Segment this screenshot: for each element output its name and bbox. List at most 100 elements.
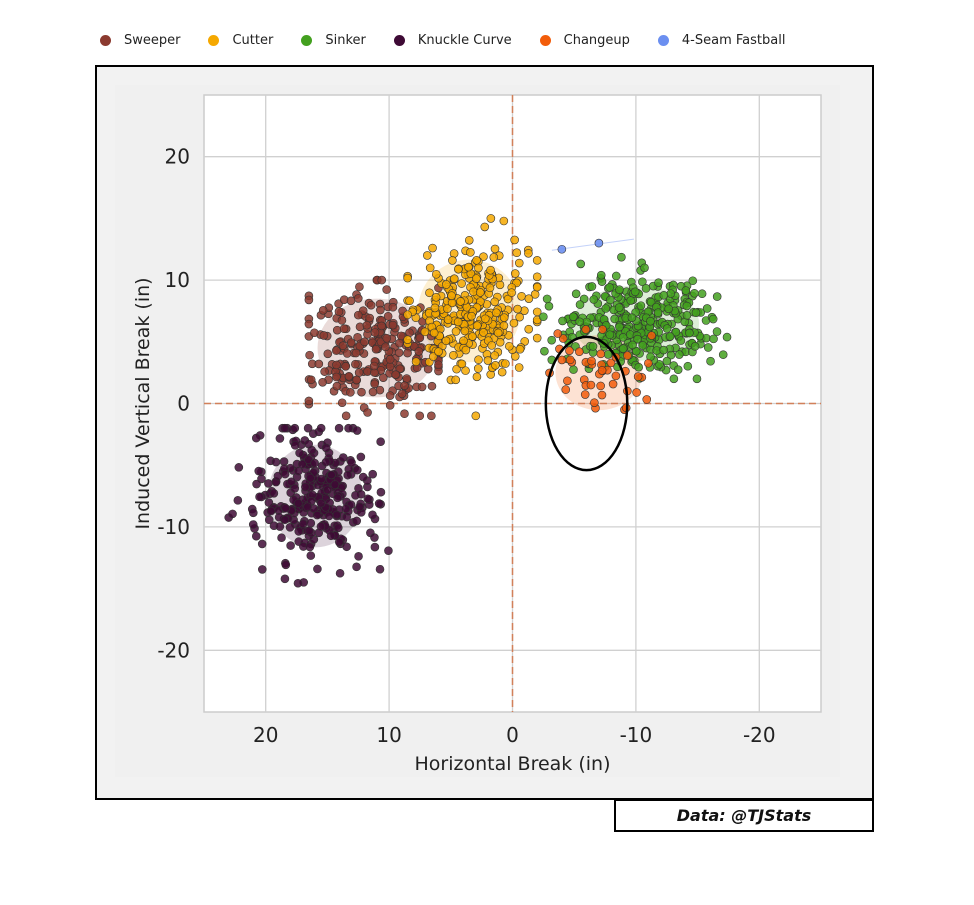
point-sinker <box>691 308 701 318</box>
point-knuckle-curve <box>228 509 237 519</box>
point-sweeper <box>353 294 363 303</box>
point-cutter <box>464 262 473 272</box>
point-changeup <box>611 371 621 381</box>
point-cutter <box>486 265 495 275</box>
point-knuckle-curve <box>310 458 319 468</box>
point-sinker <box>683 361 693 371</box>
point-sinker <box>718 350 728 359</box>
chart-frame: 20 10 0 -10 -20 -20 -10 0 10 20 Horizontal Break… <box>95 65 874 800</box>
point-knuckle-curve <box>370 542 380 552</box>
point-sweeper <box>304 319 314 329</box>
x-tick-label: -20 <box>743 723 776 747</box>
point-cutter <box>490 297 500 307</box>
point-knuckle-curve <box>280 515 290 525</box>
point-sinker <box>641 284 651 293</box>
point-knuckle-curve <box>363 494 373 504</box>
legend-marker-four-seam <box>657 34 669 46</box>
point-sweeper <box>383 312 393 321</box>
point-cutter <box>468 332 477 341</box>
point-cutter <box>513 304 522 314</box>
point-sweeper <box>337 316 347 325</box>
point-sinker <box>589 295 599 304</box>
point-cutter <box>471 411 481 421</box>
point-knuckle-curve <box>280 423 290 433</box>
point-cutter <box>403 273 412 283</box>
point-sinker <box>666 289 676 298</box>
point-sinker <box>669 374 679 384</box>
legend-item-changeup: Changeup <box>539 33 630 48</box>
point-sinker <box>618 333 628 342</box>
point-sweeper <box>366 300 376 310</box>
point-cutter <box>524 248 533 258</box>
point-sweeper <box>337 398 347 408</box>
point-cutter <box>472 256 481 265</box>
point-knuckle-curve <box>281 503 290 513</box>
point-knuckle-curve <box>266 506 276 516</box>
legend-item-sinker: Sinker <box>301 33 366 48</box>
point-knuckle-curve <box>352 562 361 572</box>
point-cutter <box>456 297 465 306</box>
point-knuckle-curve <box>249 508 258 518</box>
point-knuckle-curve <box>293 499 303 508</box>
point-knuckle-curve <box>334 523 343 533</box>
point-changeup <box>565 346 574 355</box>
point-sweeper <box>318 306 328 315</box>
point-sweeper <box>400 381 409 390</box>
point-cutter <box>431 292 441 302</box>
point-changeup <box>642 395 652 404</box>
point-sweeper <box>355 282 364 292</box>
point-knuckle-curve <box>287 477 296 487</box>
point-sinker <box>634 362 643 372</box>
point-knuckle-curve <box>376 487 386 497</box>
point-cutter <box>490 244 500 254</box>
legend-label-cutter: Cutter <box>232 32 274 48</box>
point-knuckle-curve <box>305 542 315 552</box>
point-cutter <box>517 291 526 301</box>
point-sweeper <box>427 381 437 391</box>
point-sweeper <box>342 349 352 358</box>
point-cutter <box>451 375 461 385</box>
point-knuckle-curve <box>368 510 377 520</box>
point-sinker <box>659 291 669 300</box>
point-sweeper <box>304 396 314 406</box>
point-cutter <box>479 328 488 337</box>
point-sinker <box>605 295 615 305</box>
point-cutter <box>447 291 456 300</box>
point-sweeper <box>381 342 390 352</box>
point-changeup <box>580 390 590 399</box>
point-cutter <box>466 248 475 257</box>
point-changeup <box>596 381 605 391</box>
point-cutter <box>532 272 542 282</box>
legend-marker-knuckle-curve <box>393 34 405 46</box>
point-changeup <box>557 355 567 365</box>
point-cutter <box>451 327 461 336</box>
point-knuckle-curve <box>321 443 331 453</box>
point-cutter <box>443 315 453 324</box>
point-sweeper <box>382 285 391 294</box>
legend-label-sinker: Sinker <box>325 32 366 48</box>
point-sinker <box>673 365 683 375</box>
point-sweeper <box>400 409 409 419</box>
point-cutter <box>443 304 452 314</box>
y-tick-labels: -20 -10 0 10 20 <box>157 145 190 663</box>
point-changeup <box>596 349 606 359</box>
point-knuckle-curve <box>264 479 273 488</box>
point-sweeper <box>351 348 361 358</box>
point-knuckle-curve <box>275 434 285 443</box>
point-knuckle-curve <box>306 473 315 483</box>
point-cutter <box>430 303 440 313</box>
point-changeup <box>597 390 607 400</box>
legend-marker-cutter <box>208 34 220 46</box>
point-sinker <box>662 356 672 366</box>
point-cutter <box>532 307 542 317</box>
point-cutter <box>491 308 501 318</box>
point-changeup <box>598 325 607 334</box>
point-knuckle-curve <box>281 560 291 570</box>
point-knuckle-curve <box>298 459 307 469</box>
point-sinker <box>675 350 684 359</box>
point-sinker <box>617 252 626 262</box>
point-cutter <box>475 288 485 297</box>
point-cutter <box>503 294 513 304</box>
point-cutter <box>524 294 534 303</box>
point-sweeper <box>354 368 364 377</box>
